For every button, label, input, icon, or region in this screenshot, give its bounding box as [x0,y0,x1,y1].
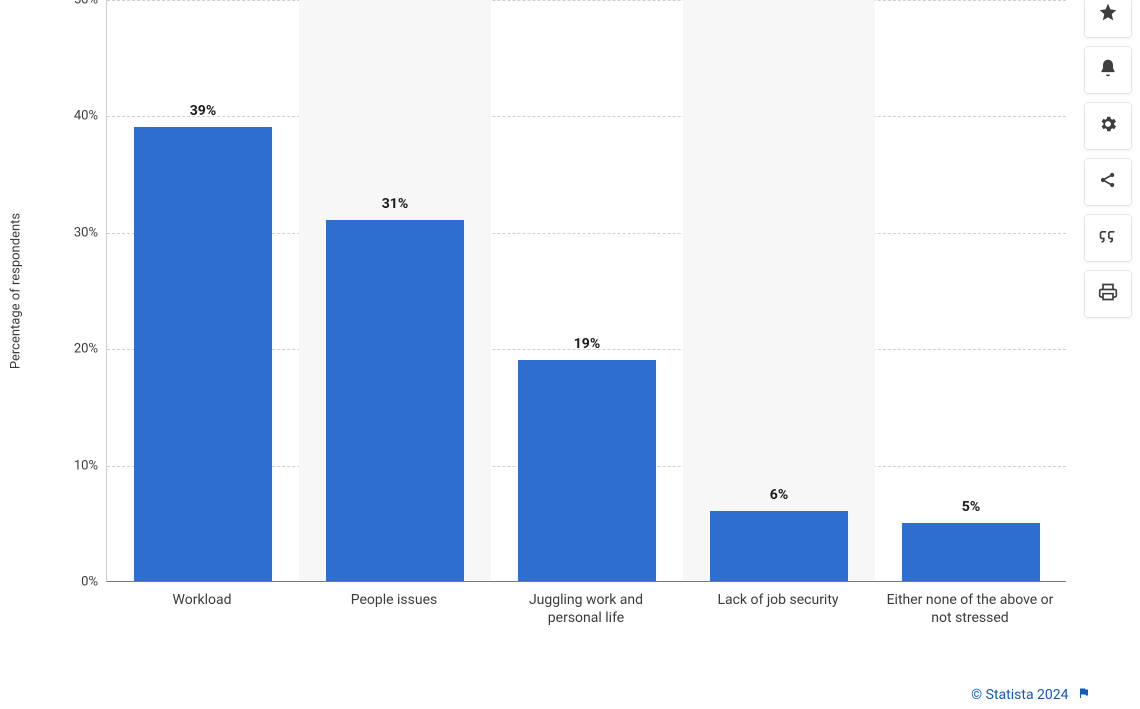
x-tick-label: People issues [309,592,479,610]
y-tick-label: 40% [74,109,98,124]
attribution[interactable]: © Statista 2024 [971,687,1090,703]
x-axis-labels: Workload People issues Juggling work and p… [106,592,1066,652]
citation-button[interactable] [1084,214,1132,262]
x-tick-label: Workload [117,592,287,610]
y-tick-label: 20% [74,342,98,357]
bar[interactable]: 6% [710,511,848,581]
notifications-button[interactable] [1084,46,1132,94]
bar-value-label: 31% [382,196,408,212]
share-button[interactable] [1084,158,1132,206]
bar[interactable]: 19% [518,360,656,581]
bar-value-label: 39% [190,103,216,119]
y-tick-label: 0% [81,575,98,590]
bar[interactable]: 31% [326,220,464,581]
gridline [107,0,1066,1]
attribution-text: © Statista 2024 [971,687,1068,703]
x-tick-label: Either none of the above or not stressed [885,592,1055,627]
y-tick-label: 30% [74,225,98,240]
settings-button[interactable] [1084,102,1132,150]
chart-container: Percentage of respondents 0%10%20%30%40%… [0,0,1075,670]
flag-icon [1078,687,1090,703]
bar-value-label: 6% [770,487,788,503]
print-button[interactable] [1084,270,1132,318]
bell-icon [1098,58,1118,82]
x-tick-label: Lack of job security [693,592,863,610]
action-sidebar [1084,0,1140,318]
share-icon [1098,170,1118,194]
favorite-button[interactable] [1084,0,1132,38]
y-axis-ticks: 0%10%20%30%40%50% [0,0,106,582]
gridline [107,116,1066,117]
gear-icon [1098,114,1118,138]
bar[interactable]: 39% [134,127,272,581]
star-icon [1098,2,1118,26]
y-tick-label: 50% [74,0,98,8]
y-tick-label: 10% [74,458,98,473]
x-tick-label: Juggling work and personal life [501,592,671,627]
bar[interactable]: 5% [902,523,1040,581]
bar-value-label: 5% [962,499,980,515]
quote-icon [1098,226,1118,250]
plot-area: 39% 31% 19% 6% 5% [106,0,1066,582]
print-icon [1098,282,1118,306]
bar-value-label: 19% [574,336,600,352]
